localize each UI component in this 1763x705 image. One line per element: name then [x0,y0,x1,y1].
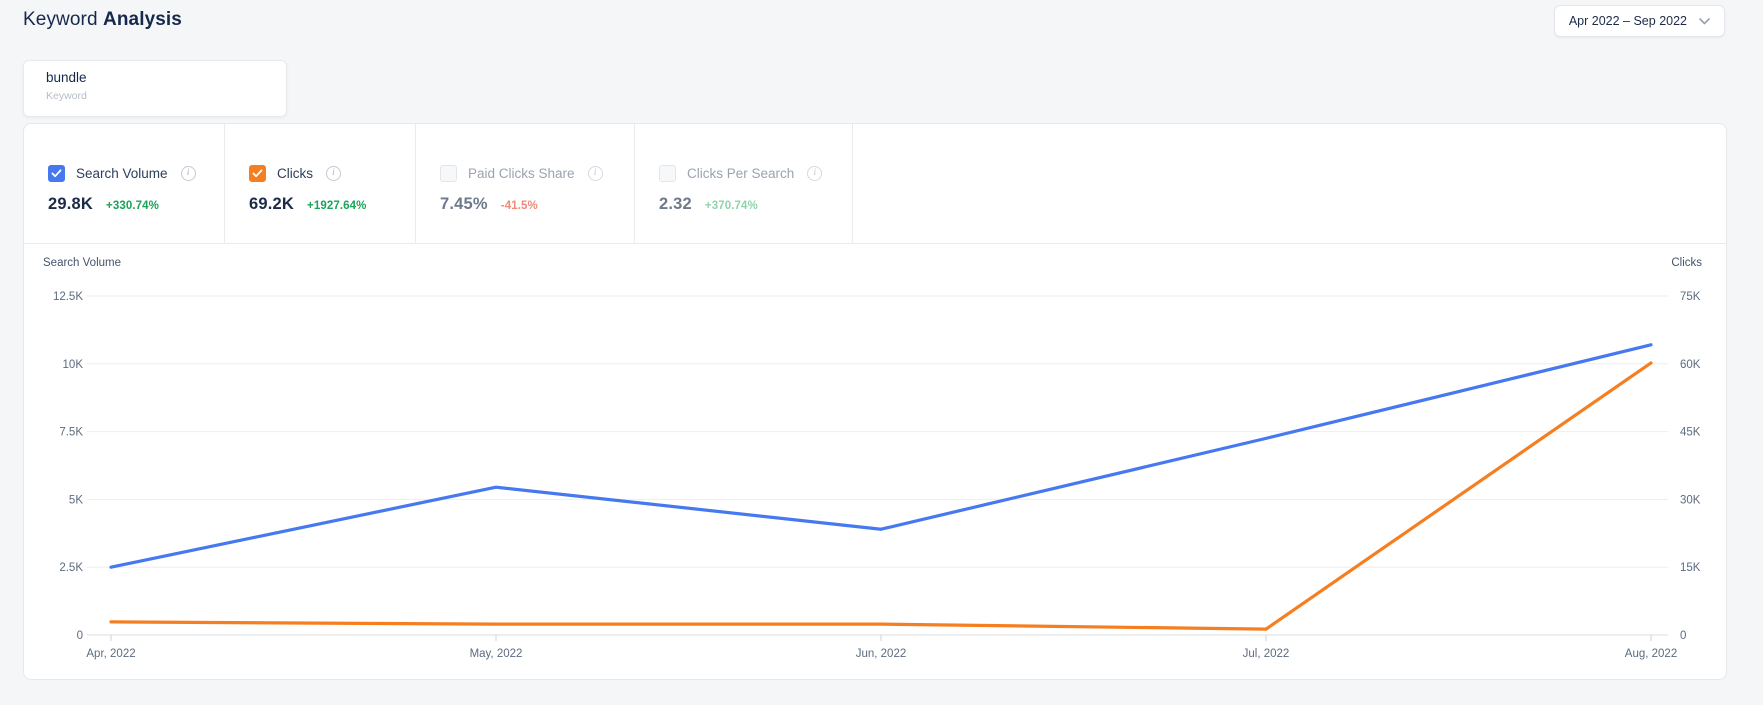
metric-delta: -41.5% [500,200,538,212]
x-axis-tick-label: Jun, 2022 [856,648,907,660]
metric-delta: +330.74% [106,200,159,212]
metric-delta: +370.74% [704,200,758,212]
page-title: Keyword Analysis [23,9,182,31]
x-axis-tick-label: Apr, 2022 [86,648,135,660]
left-axis-tick-label: 5K [69,494,83,506]
line-chart-canvas[interactable]: 0 0 2.5K 15K 5K 30K 7.5K 45K 10K 60K 12.5K 75K Apr, … [24,244,1728,681]
metrics-row: Search Volume i 29.8K +330.74% Clicks i … [24,124,1726,244]
x-axis-tick-label: Aug, 2022 [1625,648,1677,660]
metric-label: Paid Clicks Share [468,166,575,181]
chevron-down-icon [1699,17,1710,24]
left-axis-tick-label: 10K [63,359,84,371]
metric-delta: +1927.64% [307,200,367,212]
left-axis-title: Search Volume [43,257,121,269]
right-axis-tick-label: 75K [1680,291,1701,303]
chart: Search Volume Clicks 0 0 2.5K 15K 5K 30K 7.5K 4… [24,244,1728,681]
date-range-label: Apr 2022 – Sep 2022 [1568,14,1687,28]
right-axis-tick-label: 60K [1680,359,1701,371]
info-icon[interactable]: i [180,166,196,181]
info-icon[interactable]: i [807,166,823,181]
x-axis-tick-label: May, 2022 [470,648,523,660]
metric-card-paid-clicks-share[interactable]: Paid Clicks Share i 7.45% -41.5% [416,124,635,243]
metric-label: Clicks Per Search [687,166,795,181]
checkmark-icon [51,169,62,178]
search-volume-checkbox[interactable] [48,165,65,182]
right-axis-tick-label: 0 [1680,630,1686,642]
right-axis-tick-label: 45K [1680,427,1701,439]
clicks-checkbox[interactable] [249,165,266,182]
left-axis-tick-label: 2.5K [59,562,83,574]
metric-value: 29.8K [48,195,94,213]
metric-value: 69.2K [249,195,295,213]
metric-value: 2.32 [659,195,692,213]
metric-card-clicks[interactable]: Clicks i 69.2K +1927.64% [225,124,416,243]
analysis-panel: Search Volume i 29.8K +330.74% Clicks i … [23,123,1727,680]
right-axis-title: Clicks [1671,257,1702,269]
checkmark-icon [252,169,263,178]
series-line-clicks [109,361,1653,631]
right-axis-tick-label: 30K [1680,494,1701,506]
info-icon[interactable]: i [587,166,603,181]
date-range-select[interactable]: Apr 2022 – Sep 2022 [1553,5,1725,37]
metric-value: 7.45% [440,195,488,213]
keyword-field-label: Keyword [46,90,87,102]
series-line-search-volume [109,343,1653,569]
paid-clicks-share-checkbox[interactable] [440,165,457,182]
keyword-input-card[interactable]: bundle Keyword [23,60,287,117]
info-icon[interactable]: i [326,166,341,181]
metric-card-clicks-per-search[interactable]: Clicks Per Search i 2.32 +370.74% [635,124,853,243]
page-title-regular: Keyword [23,9,98,30]
right-axis-tick-label: 15K [1680,562,1701,574]
metric-card-search-volume[interactable]: Search Volume i 29.8K +330.74% [24,124,225,243]
keyword-value: bundle [46,70,87,85]
left-axis-tick-label: 0 [77,630,83,642]
left-axis-tick-label: 12.5K [53,291,83,303]
clicks-per-search-checkbox[interactable] [659,165,676,182]
page-title-bold: Analysis [103,9,182,30]
left-axis-tick-label: 7.5K [59,427,83,439]
metric-label: Search Volume [76,166,168,181]
x-axis-tick-label: Jul, 2022 [1243,648,1290,660]
metric-label: Clicks [277,166,313,181]
